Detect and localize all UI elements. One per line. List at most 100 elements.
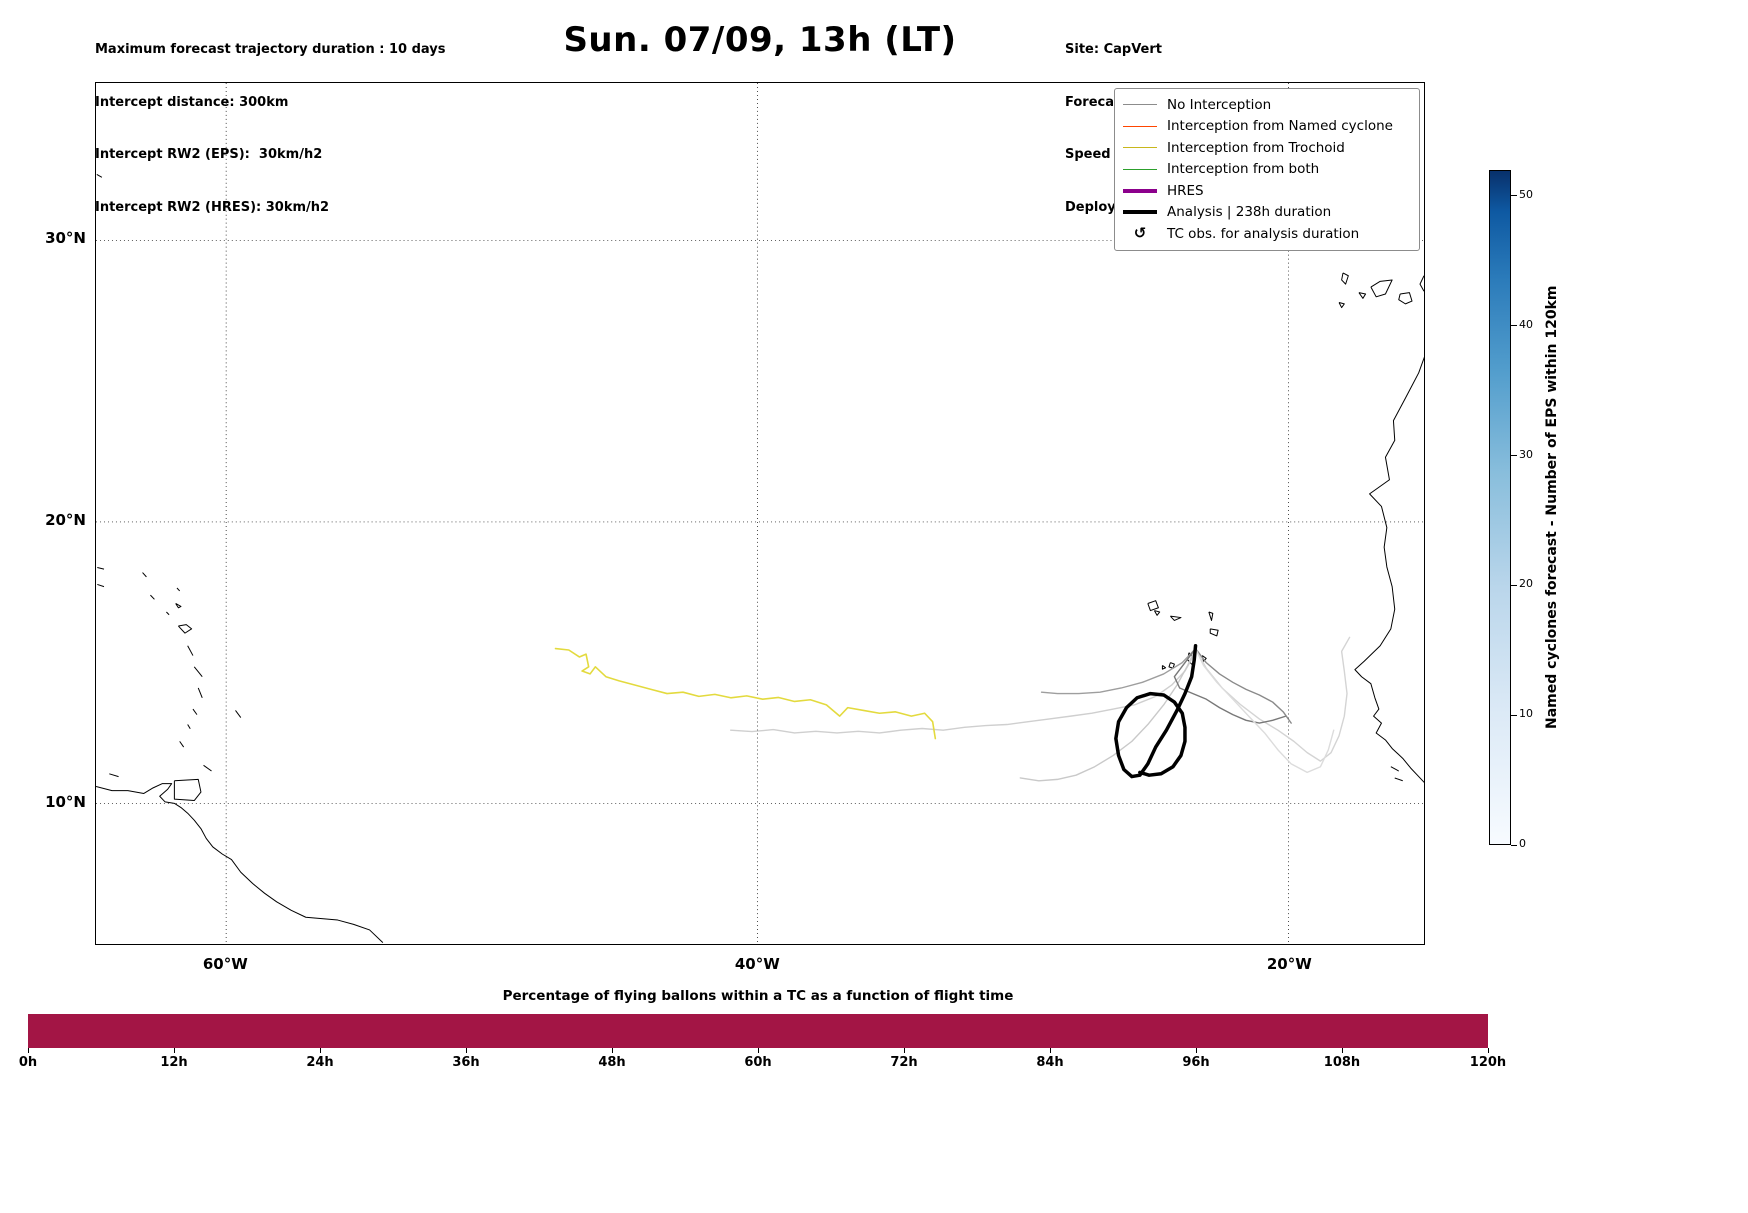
coastline-st-croix <box>97 583 105 588</box>
trajectory-no-interception-southwest <box>1019 647 1197 782</box>
bar-axis-tick <box>1341 1048 1343 1053</box>
colorbar-label: Named cyclones forecast - Number of EPS … <box>1544 285 1560 730</box>
coastline-tenerife <box>1370 279 1393 298</box>
trajectory-no-interception-east-hook <box>1194 647 1335 774</box>
trajectory-no-interception-west-long <box>730 647 1197 734</box>
coastline-sao-nicolau <box>1170 615 1182 621</box>
coastline-dominica <box>187 645 194 656</box>
bar-axis-tick <box>757 1048 759 1053</box>
coastline-africa <box>1354 356 1424 783</box>
map-panel: No Interception Interception from Named c… <box>95 82 1425 945</box>
map-legend: No Interception Interception from Named c… <box>1114 88 1420 251</box>
legend-item-interception-both: Interception from both <box>1123 159 1411 181</box>
coastline-trinidad <box>173 778 202 802</box>
colorbar-tick <box>1511 195 1517 197</box>
lat-tick-label: 20°N <box>45 510 86 529</box>
bar-axis-tick <box>1049 1048 1051 1053</box>
colorbar-tick-label: 30 <box>1519 447 1533 461</box>
coastline-bijagos-2 <box>1394 777 1403 782</box>
legend-label: Analysis | 238h duration <box>1167 204 1332 221</box>
coastline-barbados <box>235 710 242 718</box>
bar-axis-tick-label: 120h <box>1469 1055 1507 1070</box>
coastline-anguilla-st-martin <box>142 572 147 578</box>
tc-percentage-bar <box>28 1014 1488 1048</box>
coastline-south-america <box>96 783 384 943</box>
colorbar-tick-label: 50 <box>1519 187 1533 201</box>
bar-axis-tick-label: 24h <box>306 1055 334 1070</box>
lat-tick-label: 30°N <box>45 228 86 247</box>
legend-item-tc-obs: ↺ TC obs. for analysis duration <box>1123 223 1411 245</box>
trajectory-no-interception-east-africa <box>1194 636 1351 762</box>
param-intercept-rw2-hres: Intercept RW2 (HRES): 30km/h2 <box>95 199 330 215</box>
coastline-margarita <box>109 773 119 778</box>
meta-site: Site: CapVert <box>1065 42 1162 57</box>
legend-line-icon <box>1123 125 1157 127</box>
run-parameters: Maximum forecast trajectory duration : 1… <box>95 6 446 251</box>
param-intercept-rw2-eps: Intercept RW2 (EPS): 30km/h2 <box>95 147 323 162</box>
colorbar-tick-label: 10 <box>1519 707 1533 721</box>
bar-axis-tick <box>1195 1048 1197 1053</box>
bar-axis-tick-label: 36h <box>452 1055 480 1070</box>
legend-line-sample <box>1123 210 1157 215</box>
tc-obs-marker-icon: ↺ <box>1133 224 1147 243</box>
coastline-la-palma <box>1341 272 1349 285</box>
legend-line-icon <box>1123 147 1157 149</box>
lon-tick-label: 40°W <box>734 955 780 973</box>
coastline-bijagos-1 <box>1390 766 1399 772</box>
coastline-brava <box>1161 665 1167 670</box>
param-intercept-distance: Intercept distance: 300km <box>95 94 289 110</box>
legend-line-sample <box>1123 188 1157 193</box>
coastline-st-kitts <box>150 594 155 600</box>
coastline-martinique <box>193 666 203 678</box>
legend-line-sample <box>1123 125 1157 127</box>
trajectory-no-interception-near-site-2 <box>1194 647 1292 724</box>
lat-tick-label: 10°N <box>45 792 86 811</box>
coastline-fuerteventura-edge <box>1419 275 1424 292</box>
page-title: Sun. 07/09, 13h (LT) <box>563 20 957 60</box>
bar-axis-tick <box>1487 1048 1489 1053</box>
coastline-st-lucia <box>197 687 203 698</box>
colorbar-tick <box>1511 325 1517 327</box>
trajectory-no-interception-near-site-1 <box>1173 647 1287 724</box>
colorbar-tick-label: 40 <box>1519 317 1533 331</box>
coastline-grenada <box>179 741 185 748</box>
coastline-sal <box>1208 611 1214 621</box>
legend-line-icon <box>1123 188 1157 193</box>
lon-tick-label: 60°W <box>202 955 248 973</box>
legend-line-icon <box>1123 210 1157 215</box>
coastline-bermuda <box>96 174 103 178</box>
legend-label: Interception from Trochoid <box>1167 139 1345 156</box>
legend-item-interception-trochoid: Interception from Trochoid <box>1123 137 1411 159</box>
colorbar-tick <box>1511 714 1517 716</box>
colorbar-tick <box>1511 455 1517 457</box>
legend-line-sample <box>1123 168 1157 170</box>
legend-line-icon <box>1123 104 1157 106</box>
colorbar-tick <box>1511 844 1517 846</box>
legend-line-icon <box>1123 168 1157 170</box>
bottom-chart-title: Percentage of flying ballons within a TC… <box>502 988 1014 1004</box>
coastline-la-gomera <box>1358 292 1367 299</box>
colorbar <box>1489 170 1511 845</box>
coastline-virgin-islands <box>97 566 105 570</box>
coastline-grenadines <box>187 724 191 730</box>
bar-axis-tick <box>319 1048 321 1053</box>
bar-axis-tick <box>903 1048 905 1053</box>
coastline-antigua <box>175 603 182 609</box>
coastline-barbuda <box>176 587 181 592</box>
legend-label: TC obs. for analysis duration <box>1167 225 1360 242</box>
trajectory-no-interception-west-short <box>1040 647 1197 695</box>
legend-label: Interception from Named cyclone <box>1167 118 1393 135</box>
legend-item-hres: HRES <box>1123 180 1411 202</box>
legend-label: HRES <box>1167 182 1204 199</box>
legend-line-sample <box>1123 104 1157 106</box>
coastline-guadeloupe <box>178 624 193 634</box>
bar-axis-tick <box>173 1048 175 1053</box>
coastline-montserrat <box>166 611 170 616</box>
legend-item-interception-named-cyclone: Interception from Named cyclone <box>1123 116 1411 138</box>
bar-axis-tick-label: 48h <box>598 1055 626 1070</box>
legend-item-no-interception: No Interception <box>1123 94 1411 116</box>
bar-axis-tick-label: 12h <box>160 1055 188 1070</box>
bar-axis-tick <box>611 1048 613 1053</box>
lon-tick-label: 20°W <box>1266 955 1312 973</box>
